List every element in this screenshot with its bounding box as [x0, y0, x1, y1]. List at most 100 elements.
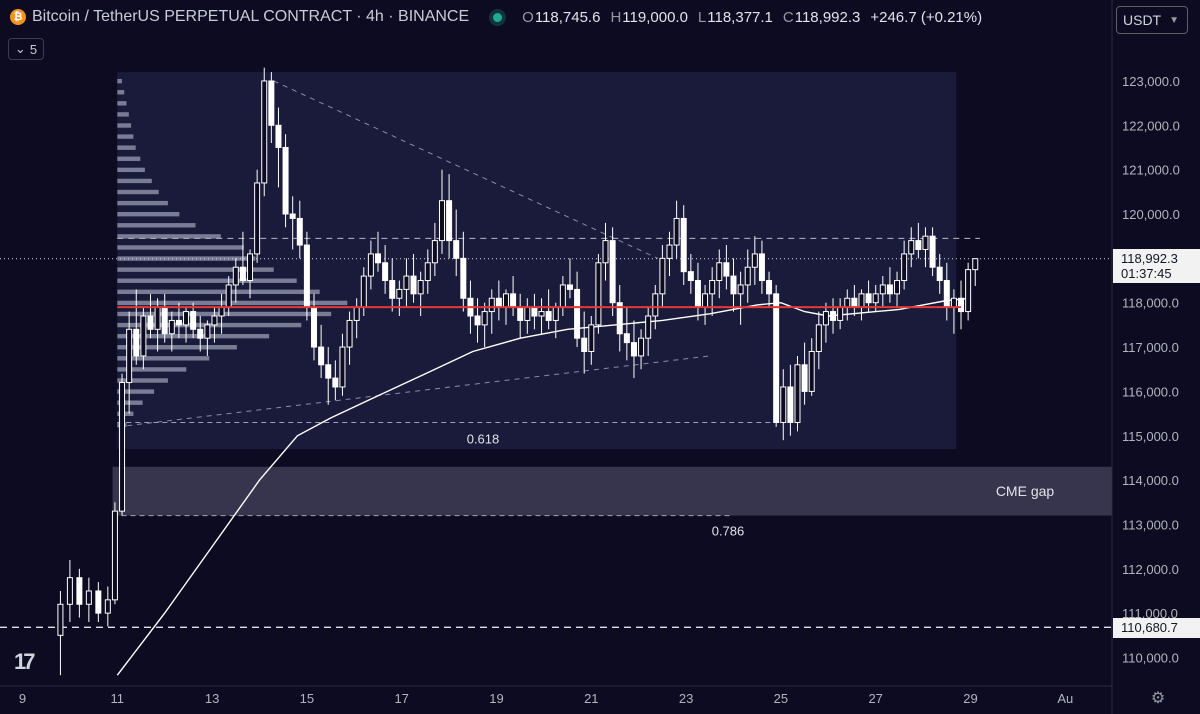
- x-tick-label: Au: [1057, 691, 1073, 706]
- candle-body: [737, 284, 744, 295]
- candle-body: [815, 324, 822, 352]
- candle: [801, 342, 808, 405]
- currency-select[interactable]: USDT ▼: [1116, 6, 1188, 34]
- volume-profile-bar: [117, 156, 141, 161]
- candle-body: [66, 577, 73, 605]
- candle: [147, 293, 154, 339]
- candle: [197, 316, 204, 352]
- candle-body: [844, 297, 851, 308]
- candle-body: [545, 311, 552, 321]
- candle-body: [879, 284, 886, 295]
- candle-body: [424, 262, 431, 282]
- volume-profile-bar: [117, 411, 134, 416]
- x-tick-label: 23: [679, 691, 693, 706]
- candle-body: [410, 275, 417, 295]
- y-tick-label: 112,000.0: [1122, 562, 1179, 577]
- candle-body: [57, 603, 64, 636]
- candle-body: [559, 284, 566, 308]
- candle: [119, 373, 126, 516]
- candle-body: [922, 235, 929, 250]
- candle-body: [965, 269, 972, 313]
- volume-profile-bar: [117, 212, 180, 217]
- candle: [574, 271, 581, 348]
- candle: [758, 240, 765, 294]
- candle-body: [360, 275, 367, 308]
- bitcoin-icon: ₿: [10, 9, 26, 25]
- candles: [57, 67, 979, 676]
- candle: [261, 67, 268, 197]
- candle-body: [431, 240, 438, 264]
- candle: [687, 253, 694, 294]
- candle: [822, 302, 829, 343]
- collapse-indicators-button[interactable]: ⌄ 5: [8, 38, 44, 60]
- y-tick-label: 121,000.0: [1122, 163, 1180, 178]
- volume-profile-bar: [117, 234, 221, 239]
- candle-body: [85, 590, 92, 605]
- candle-body: [332, 377, 339, 388]
- volume-profile-bar: [117, 78, 122, 84]
- gear-icon[interactable]: ⚙: [1150, 690, 1166, 707]
- candle-body: [311, 306, 318, 348]
- candle-body: [851, 297, 858, 308]
- close-value: 118,992.3: [794, 8, 861, 26]
- x-tick-label: 15: [300, 691, 314, 706]
- candle: [794, 355, 801, 432]
- candle: [680, 205, 687, 285]
- trend-line-top: [273, 80, 658, 259]
- candle-body: [375, 253, 381, 264]
- candle-body: [438, 200, 445, 242]
- x-tick-label: 19: [489, 691, 503, 706]
- candle-body: [126, 328, 133, 384]
- candle-body: [204, 324, 211, 339]
- candle: [367, 240, 374, 290]
- candle: [808, 338, 815, 396]
- candle: [325, 347, 332, 405]
- candle: [623, 307, 630, 361]
- candle: [638, 329, 645, 370]
- tradingview-logo-icon[interactable]: 17: [14, 649, 36, 674]
- volume-profile-bar: [117, 90, 125, 95]
- candle: [95, 582, 102, 623]
- volume-profile-bar: [117, 178, 152, 184]
- candle: [424, 249, 431, 294]
- candle-body: [417, 280, 424, 295]
- candle-body: [616, 302, 623, 335]
- candle-body: [801, 364, 808, 392]
- candle-body: [296, 217, 303, 246]
- volume-profile-bar: [117, 134, 134, 139]
- candle: [602, 222, 609, 281]
- candle: [716, 249, 723, 299]
- candle: [666, 231, 673, 277]
- symbol-header[interactable]: ₿ Bitcoin / TetherUS PERPETUAL CONTRACT …: [10, 8, 982, 26]
- volume-profile-bar: [117, 200, 168, 206]
- candle: [730, 258, 737, 312]
- candle-body: [958, 297, 965, 313]
- volume-profile-bar: [117, 389, 155, 394]
- candle: [965, 262, 972, 321]
- candle-body: [474, 315, 481, 326]
- x-tick-label: 27: [868, 691, 882, 706]
- symbol-title[interactable]: Bitcoin / TetherUS PERPETUAL CONTRACT · …: [32, 8, 470, 25]
- candle-body: [495, 297, 502, 308]
- candle-body: [730, 275, 737, 295]
- volume-profile-bar: [117, 101, 127, 106]
- candle: [751, 236, 758, 285]
- candle-body: [901, 253, 908, 282]
- open-value: 118,745.6: [534, 8, 601, 26]
- candle: [57, 590, 64, 676]
- candle: [417, 271, 424, 317]
- candle: [787, 364, 794, 436]
- volume-profile-bar: [117, 145, 136, 150]
- candle-body: [225, 284, 232, 308]
- candle-body: [517, 306, 524, 321]
- fib-0786-label: 0.786: [712, 524, 745, 539]
- candle: [830, 298, 837, 334]
- candle: [104, 586, 111, 627]
- candle-body: [396, 288, 403, 299]
- candle-body: [822, 311, 829, 326]
- candle-body: [488, 297, 495, 313]
- moving-average-line: [116, 297, 971, 676]
- candle: [915, 222, 922, 259]
- candle: [886, 267, 893, 303]
